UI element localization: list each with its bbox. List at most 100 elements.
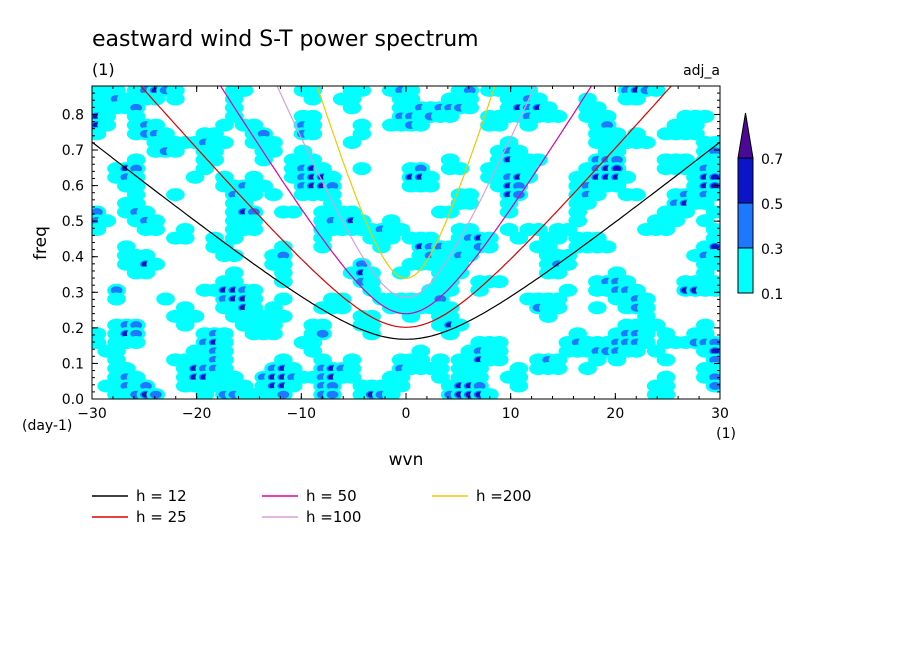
- power-cell: [607, 353, 627, 367]
- power-cell: [440, 327, 460, 341]
- colorbar-label: 0.1: [761, 287, 783, 303]
- power-cell: [489, 275, 509, 289]
- power-cell: [140, 382, 152, 390]
- colorbar-label: 0.5: [761, 197, 783, 213]
- legend-label: h = 25: [136, 508, 187, 526]
- dispersion-curve: [219, 86, 593, 315]
- x-tick-label: 30: [711, 406, 729, 422]
- colorbar-segment: [737, 202, 754, 249]
- chart-title: eastward wind S-T power spectrum: [92, 27, 479, 52]
- power-cell: [326, 182, 339, 190]
- power-cell: [601, 121, 614, 130]
- x-tick-label: 0: [402, 406, 411, 422]
- power-field: [92, 86, 720, 399]
- x-axis: −30 −20 −10 0 10 20 30: [77, 86, 729, 422]
- power-cell: [130, 321, 143, 330]
- power-cell: [489, 353, 509, 367]
- y-axis-label: freq: [31, 226, 51, 260]
- y-tick-label: 0.1: [62, 356, 84, 372]
- power-cell: [710, 174, 720, 181]
- power-cell: [460, 196, 480, 210]
- y-tick-label: 0.6: [62, 179, 84, 195]
- power-cell: [705, 283, 720, 297]
- power-cell: [352, 162, 372, 176]
- power-cell: [355, 260, 368, 269]
- legend: h = 12 h = 25 h = 50 h =100 h =200: [92, 487, 531, 526]
- y-tick-label: 0.7: [62, 143, 84, 159]
- power-cell: [175, 231, 195, 245]
- chart-subtitle-left: (1): [92, 60, 115, 79]
- power-cell: [709, 355, 720, 364]
- power-cell: [146, 222, 166, 236]
- power-cell: [166, 188, 185, 202]
- dispersion-curve: [139, 86, 673, 328]
- power-cell: [391, 266, 411, 280]
- power-cell: [710, 244, 720, 250]
- power-cell: [578, 362, 597, 376]
- power-cell: [411, 118, 431, 132]
- power-cell: [130, 164, 143, 173]
- power-cell: [264, 188, 283, 202]
- legend-label: h =200: [476, 487, 531, 505]
- power-cell: [130, 329, 143, 338]
- x-tick-label: 20: [606, 406, 624, 422]
- power-cell: [588, 301, 607, 315]
- power-cell: [274, 275, 293, 289]
- power-cell: [175, 318, 195, 332]
- chart-subtitle-right: adj_a: [683, 63, 720, 79]
- power-cell: [303, 92, 323, 106]
- x-tick-label: −20: [182, 406, 212, 422]
- power-cell: [512, 182, 525, 190]
- power-cell: [627, 344, 646, 358]
- power-cell: [257, 129, 270, 138]
- power-cell: [185, 170, 205, 184]
- y-tick-label: 0.0: [62, 392, 84, 408]
- power-cell: [548, 266, 568, 280]
- y-tick-label: 0.4: [62, 250, 84, 266]
- power-cell: [107, 292, 126, 306]
- legend-label: h = 50: [306, 487, 357, 505]
- power-cell: [244, 222, 264, 236]
- power-cell: [110, 286, 123, 295]
- power-cell: [342, 101, 362, 115]
- power-cell: [92, 222, 107, 236]
- x-tick-label: 10: [502, 406, 520, 422]
- colorbar-label: 0.3: [761, 242, 783, 258]
- power-cell: [342, 135, 362, 150]
- power-cell: [509, 379, 529, 393]
- power-cell: [460, 101, 480, 115]
- power-cell: [548, 109, 568, 123]
- power-cell: [130, 103, 143, 112]
- power-cell: [166, 144, 185, 158]
- power-cell: [421, 179, 440, 193]
- power-cell: [372, 240, 391, 254]
- y-tick-label: 0.5: [62, 214, 84, 230]
- colorbar-extend-cap: [737, 112, 754, 159]
- colorbar-label: 0.7: [761, 152, 783, 168]
- dispersion-curve: [316, 86, 496, 279]
- dispersion-curve: [276, 86, 536, 299]
- y-tick-label: 0.2: [62, 321, 84, 337]
- power-cell: [463, 86, 476, 95]
- power-cell: [473, 382, 486, 390]
- power-cell: [480, 240, 499, 254]
- power-cell: [326, 382, 339, 390]
- power-cell: [126, 335, 146, 350]
- dispersion-curve: [92, 141, 720, 340]
- power-cell: [92, 127, 107, 141]
- colorbar-segment: [737, 157, 754, 204]
- x-tick-label: −30: [77, 406, 107, 422]
- y-axis: 0.0 0.1 0.2 0.3 0.4 0.5 0.6 0.7 0.8: [62, 85, 720, 408]
- power-cell: [646, 86, 666, 97]
- power-cell: [303, 127, 323, 141]
- power-cell: [283, 205, 303, 219]
- power-cell: [709, 147, 720, 156]
- power-cell: [489, 118, 509, 132]
- power-cell: [224, 249, 244, 263]
- power-cell: [656, 222, 676, 236]
- legend-label: h = 12: [136, 487, 187, 505]
- power-cell: [136, 266, 156, 280]
- power-cell: [709, 382, 720, 390]
- power-cell: [381, 388, 401, 399]
- power-cell: [470, 283, 489, 297]
